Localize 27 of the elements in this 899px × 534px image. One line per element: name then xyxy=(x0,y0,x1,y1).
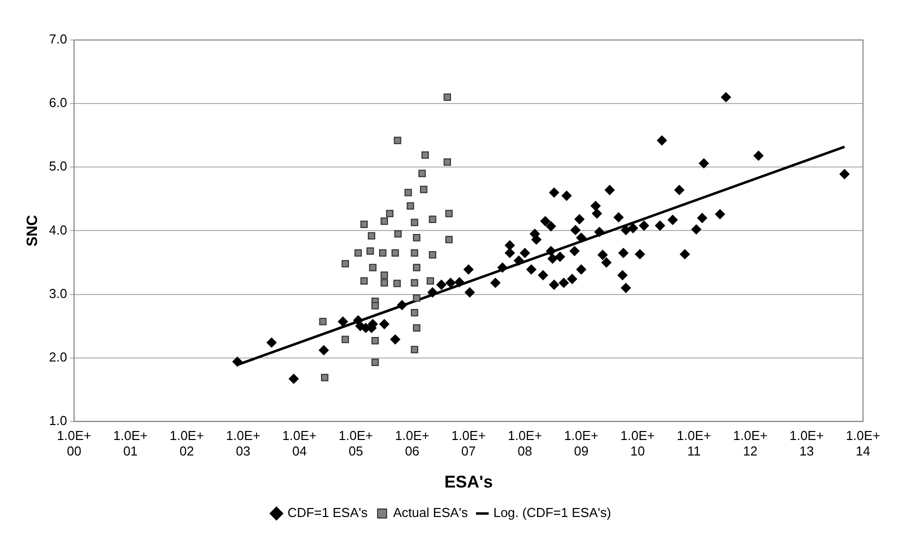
x-tick-label: 1.0E+10 xyxy=(620,428,655,458)
x-tick-label: 1.0E+04 xyxy=(282,428,317,458)
x-tick-label: 1.0E+03 xyxy=(226,428,260,458)
x-tick-label: 1.0E+00 xyxy=(56,428,92,458)
x-tick-label: 1.0E+12 xyxy=(733,428,768,458)
x-axis-title: ESA's xyxy=(444,472,493,492)
x-tick-label: 1.0E+05 xyxy=(338,428,374,458)
y-tick-label: 3.0 xyxy=(48,286,68,301)
y-tick-label: 7.0 xyxy=(48,32,68,47)
x-tick-label: 1.0E+09 xyxy=(564,428,598,458)
x-tick-label: 1.0E+06 xyxy=(395,428,430,458)
y-tick-label: 2.0 xyxy=(48,349,68,364)
x-tick-label: 1.0E+01 xyxy=(113,428,148,458)
y-tick-label: 5.0 xyxy=(48,158,68,174)
legend-label: Actual ESA's xyxy=(393,505,468,520)
x-tick-label: 1.0E+02 xyxy=(170,428,204,458)
x-tick-label: 1.0E+08 xyxy=(508,428,542,458)
x-tick-label: 1.0E+07 xyxy=(451,428,486,458)
y-tick-label: 6.0 xyxy=(48,95,68,110)
y-tick-label: 4.0 xyxy=(48,222,68,238)
x-tick-label: 1.0E+14 xyxy=(846,428,880,458)
y-tick-label: 1.0 xyxy=(48,412,68,428)
x-tick-label: 1.0E+11 xyxy=(676,428,712,458)
legend-label: Log. (CDF=1 ESA's) xyxy=(493,505,612,520)
legend-label: CDF=1 ESA's xyxy=(287,505,368,520)
y-axis-title: SNC xyxy=(24,214,42,247)
x-tick-label: 1.0E+13 xyxy=(789,428,824,458)
